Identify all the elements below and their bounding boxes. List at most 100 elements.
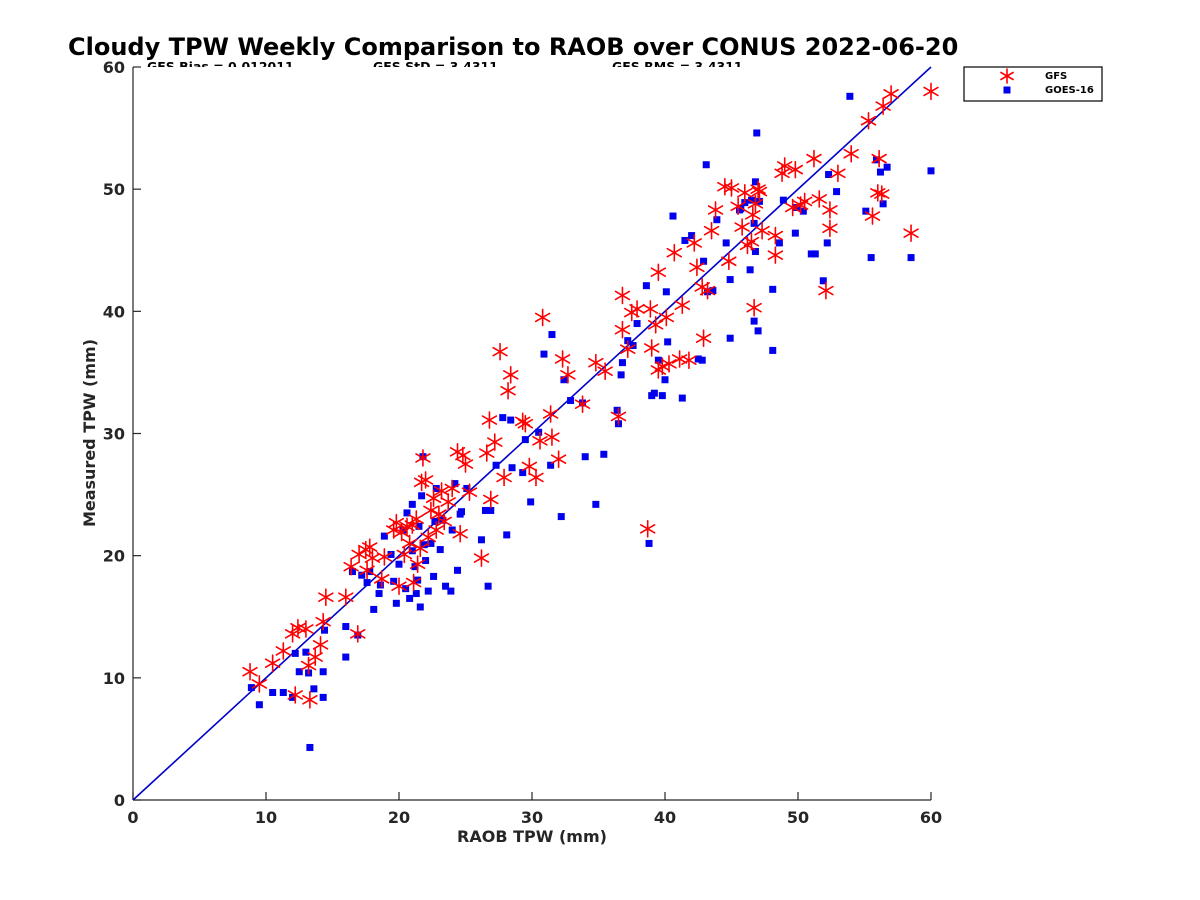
gfs-point	[554, 350, 571, 368]
gfs-point	[373, 570, 390, 588]
goes-16-point	[342, 623, 350, 631]
gfs-point	[767, 226, 784, 245]
gfs-point	[747, 195, 764, 213]
goes-16-point	[747, 196, 755, 204]
x-tick-label: 50	[787, 808, 809, 827]
gfs-point	[818, 281, 834, 300]
gfs-point	[521, 457, 538, 476]
goes-16-point	[427, 539, 435, 547]
goes-16-point	[399, 526, 407, 534]
gfs-point	[496, 468, 512, 487]
gfs-point	[737, 184, 753, 202]
goes-16-point	[779, 196, 787, 204]
goes-16-point	[521, 436, 529, 444]
gfs-point	[923, 82, 939, 101]
goes-16-point	[750, 219, 758, 227]
gfs-point	[461, 483, 478, 501]
goes-16-point	[592, 500, 600, 508]
gfs-point	[751, 182, 768, 201]
gfs-point	[666, 243, 683, 262]
data-points	[242, 82, 939, 751]
gfs-point	[391, 577, 407, 596]
goes-16-point	[395, 560, 403, 568]
goes-16-point	[879, 200, 887, 208]
goes-16-point	[698, 356, 706, 364]
goes-16-point	[302, 648, 310, 656]
gfs-point	[671, 350, 688, 368]
gfs-point	[487, 433, 503, 451]
goes-16-point	[726, 276, 734, 284]
goes-16-point	[862, 207, 870, 215]
chart-title: Cloudy TPW Weekly Comparison to RAOB ove…	[68, 33, 958, 61]
gfs-point	[362, 538, 378, 556]
goes-16-point	[547, 461, 555, 469]
x-tick-label: 10	[255, 808, 277, 827]
goes-16-point	[392, 599, 400, 607]
goes-16-point	[448, 526, 456, 534]
gfs-point	[875, 97, 891, 115]
gfs-point	[242, 662, 258, 681]
gfs-point	[588, 353, 604, 372]
gfs-point	[440, 493, 456, 511]
goes-16-point	[418, 492, 426, 500]
gfs-point	[743, 232, 760, 251]
goes-16-point	[269, 688, 277, 696]
goes-16-point	[295, 668, 303, 676]
legend: GFS GOES-16	[963, 66, 1103, 102]
goes-16-point	[507, 416, 515, 424]
x-axis-label: RAOB TPW (mm)	[457, 827, 607, 846]
goes-16-point	[825, 171, 833, 179]
gfs-point	[532, 432, 548, 450]
gfs-point	[647, 315, 664, 334]
goes-16-point	[390, 577, 398, 585]
gfs-point	[730, 197, 746, 216]
gfs-point	[650, 263, 667, 282]
y-tick-label: 50	[103, 180, 125, 199]
goes-16-point	[769, 346, 777, 354]
goes-16-point	[492, 461, 500, 469]
gfs-point	[860, 111, 877, 130]
legend-box	[963, 66, 1103, 102]
gfs-point	[746, 298, 762, 317]
gfs-point	[620, 340, 636, 359]
gfs-point	[433, 482, 450, 500]
goes-16-point	[650, 389, 658, 397]
goes-16-point	[927, 167, 935, 175]
gfs-point	[436, 512, 452, 531]
gfs-point	[315, 612, 331, 631]
goes-16-point	[791, 229, 799, 237]
goes-16-point	[557, 513, 565, 521]
gfs-point	[287, 686, 303, 704]
gfs-point	[767, 246, 784, 264]
y-tick-label: 40	[103, 302, 125, 321]
goes-16-point	[499, 414, 507, 422]
goes-16-point	[751, 247, 759, 255]
gfs-point	[405, 573, 422, 592]
gfs-point	[444, 479, 460, 498]
x-tick-label: 60	[920, 808, 942, 827]
goes-16-point	[463, 484, 471, 492]
gfs-point	[338, 588, 354, 607]
gfs-point	[560, 366, 576, 384]
goes-16-point	[633, 320, 641, 328]
gfs-point	[822, 201, 838, 219]
goes-16-point	[713, 216, 721, 224]
gfs-point	[517, 414, 534, 433]
goes-16-point	[799, 207, 807, 215]
gfs-point	[843, 144, 859, 163]
goes-16-point	[700, 257, 708, 265]
goes-16-point	[746, 266, 754, 274]
gfs-point	[479, 444, 495, 462]
y-tick-label: 10	[103, 669, 125, 688]
gfs-point	[307, 648, 323, 666]
legend-label: GOES-16	[1045, 85, 1094, 96]
gfs-point	[452, 524, 468, 543]
goes-16-point	[447, 587, 455, 595]
gfs-point	[822, 219, 838, 238]
gfs-point	[302, 691, 318, 709]
goes-16-point	[451, 480, 459, 488]
goes-16-point	[319, 668, 327, 676]
goes-16-point	[503, 531, 511, 539]
goes-16-point	[540, 350, 548, 358]
goes-16-point	[402, 585, 410, 593]
